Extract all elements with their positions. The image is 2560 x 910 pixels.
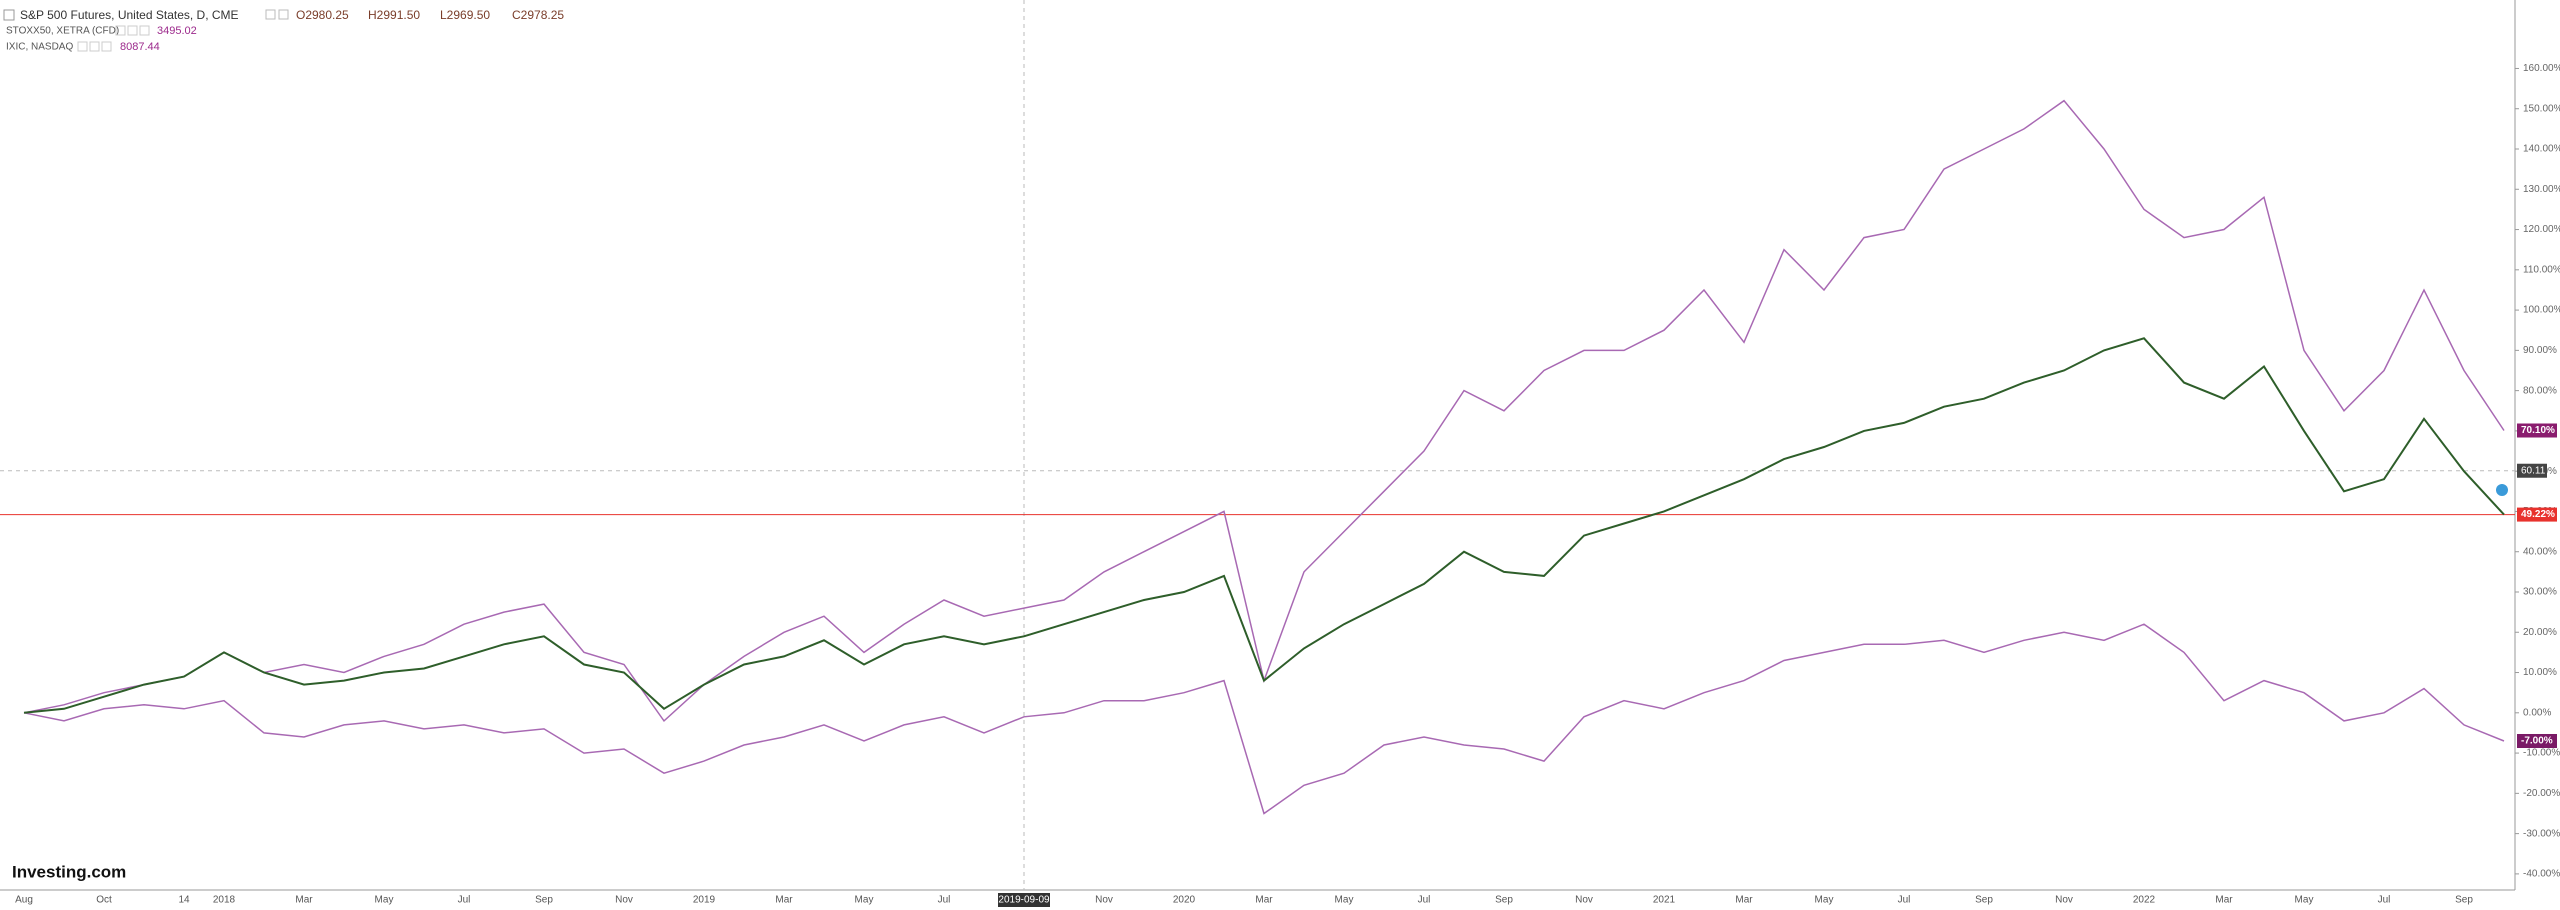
crosshair-y-badge [2517,463,2547,478]
x-tick-label: Mar [1255,895,1273,906]
compare-icon[interactable] [139,25,150,36]
x-tick-label: Mar [295,895,313,906]
x-tick-label: Oct [96,895,112,906]
x-tick-label: 2019 [693,895,716,906]
y-tick-label: 100.00% [2523,305,2560,316]
y-tick-label: -30.00% [2523,828,2560,839]
y-tick-label: 80.00% [2523,385,2557,396]
x-tick-label: 2020 [1173,895,1196,906]
last-value-label: 49.22% [2521,509,2555,520]
x-tick-label: 2021 [1653,895,1676,906]
high-value: H2991.50 [368,8,420,22]
x-tick-label: 2018 [213,895,236,906]
y-tick-label: -40.00% [2523,869,2560,880]
low-value: L2969.50 [440,8,490,22]
y-tick-label: 10.00% [2523,667,2557,678]
x-tick-label: Nov [1575,895,1593,906]
last-value-label: 70.10% [2521,425,2555,436]
settings-icon[interactable] [265,9,276,20]
x-tick-label: May [375,895,394,906]
x-tick-label: Nov [2055,895,2073,906]
y-tick-label: -20.00% [2523,788,2560,799]
x-tick-label: Sep [535,895,553,906]
series-line [23,623,2505,815]
series-line [23,337,2505,714]
y-tick-label: 120.00% [2523,224,2560,235]
y-tick-label: 0.00% [2523,707,2551,718]
y-tick-label: 90.00% [2523,345,2557,356]
compare-value: 3495.02 [157,25,197,37]
crosshair-y-label: 60.11 [2521,465,2546,476]
x-tick-label: Sep [2455,895,2473,906]
x-tick-label: May [2295,895,2314,906]
close-icon[interactable] [278,9,289,20]
y-tick-label: 110.00% [2523,264,2560,275]
open-value: O2980.25 [296,8,349,22]
y-tick-label: 140.00% [2523,144,2560,155]
compare-icon[interactable] [115,25,126,36]
x-tick-label: Jul [1418,895,1431,906]
x-tick-label: 2022 [2133,895,2156,906]
compare-value: 8087.44 [120,41,160,53]
x-tick-label: May [855,895,874,906]
last-value-badge [2517,423,2557,438]
last-value-badge [2517,507,2557,522]
x-tick-label: May [1335,895,1354,906]
x-tick-label: Jul [2378,895,2391,906]
y-tick-label: 150.00% [2523,103,2560,114]
compare-icon[interactable] [77,41,88,52]
x-tick-label: May [1815,895,1834,906]
close-value: C2978.25 [512,8,564,22]
x-tick-label: Mar [2215,895,2233,906]
x-tick-label: Jul [1898,895,1911,906]
y-tick-label: -10.00% [2523,748,2560,759]
y-tick-label: 40.00% [2523,546,2557,557]
y-tick-label: 20.00% [2523,627,2557,638]
compare-icon[interactable] [89,41,100,52]
logo: Investing.com [12,862,126,881]
y-tick-label: 130.00% [2523,184,2560,195]
x-tick-label: Sep [1495,895,1513,906]
y-tick-label: 30.00% [2523,587,2557,598]
compare-title: STOXX50, XETRA (CFD) [6,26,119,37]
x-tick-label: Jul [938,895,951,906]
x-tick-label: Nov [1095,895,1113,906]
compare-title: IXIC, NASDAQ [6,42,73,53]
collapse-icon[interactable] [3,9,15,21]
last-value-badge [2517,733,2557,748]
x-tick-label: Mar [775,895,793,906]
x-tick-label: Nov [615,895,633,906]
x-tick-label: 14 [178,895,190,906]
last-value-label: -7.00% [2521,736,2553,747]
x-tick-label: Mar [1735,895,1753,906]
x-tick-label: Aug [15,895,33,906]
y-tick-label: 160.00% [2523,63,2560,74]
main-series-title: S&P 500 Futures, United States, D, CME [20,8,239,22]
x-tick-label: 2019-09-09 [998,895,1050,906]
compare-icon[interactable] [101,41,112,52]
x-tick-label: Jul [458,895,471,906]
alert-marker [2496,484,2508,496]
crosshair-x-badge [998,893,1050,907]
x-tick-label: Sep [1975,895,1993,906]
compare-icon[interactable] [127,25,138,36]
